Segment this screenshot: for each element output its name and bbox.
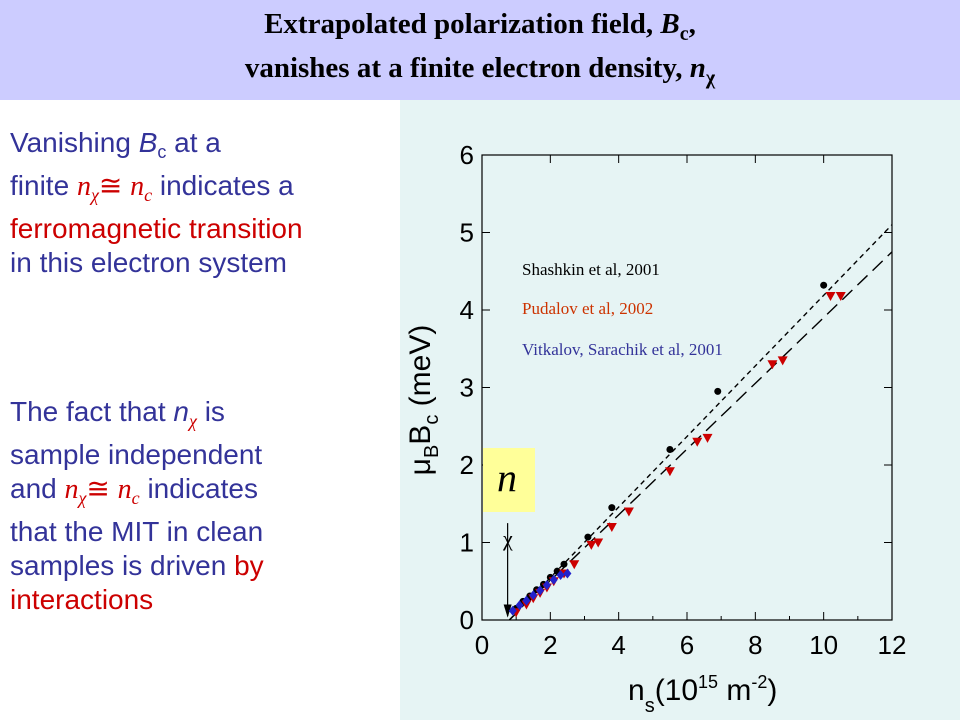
legend-pudalov: Pudalov et al, 2002 [522, 299, 654, 318]
plot-frame [481, 154, 893, 621]
n-chi-marker: n [483, 448, 535, 512]
y-tick-label: 3 [460, 373, 474, 403]
x-tick-label: 0 [475, 630, 489, 660]
x-tick-label: 2 [543, 630, 557, 660]
data-point-vitkalov [549, 574, 558, 585]
data-point-pudalov [606, 523, 617, 532]
data-point-shashkin [820, 281, 828, 289]
fit-line [508, 224, 893, 621]
chart-panel [400, 100, 960, 720]
fit-line [508, 251, 893, 621]
x-tick-label: 6 [680, 630, 694, 660]
data-point-pudalov [692, 437, 703, 447]
x-tick-label: 12 [878, 630, 907, 660]
x-tick-label: 10 [809, 630, 838, 660]
data-point-vitkalov [542, 580, 551, 591]
data-point-pudalov [623, 507, 634, 517]
data-point-pudalov [835, 292, 846, 302]
data-point-pudalov [825, 292, 836, 302]
data-point-vitkalov [563, 568, 572, 579]
data-point-vitkalov [508, 605, 517, 616]
title-line-1: Extrapolated polarization field, Bc, [264, 8, 696, 45]
y-tick-label: 4 [460, 295, 474, 325]
data-point-pudalov [767, 360, 778, 370]
data-point-shashkin [560, 560, 568, 568]
data-point-vitkalov [529, 590, 538, 601]
data-point-vitkalov [536, 585, 545, 596]
data-point-pudalov [569, 560, 580, 570]
data-point-shashkin [584, 533, 592, 541]
nchi-arrow-head [503, 604, 512, 618]
data-point-pudalov [664, 467, 675, 477]
legend-shashkin: Shashkin et al, 2001 [522, 260, 660, 279]
data-point-vitkalov [522, 595, 531, 606]
title-line-2: vanishes at a finite electron density, n… [244, 52, 716, 89]
x-tick-label: 8 [748, 630, 762, 660]
data-point-vitkalov [515, 600, 524, 611]
data-point-shashkin [714, 387, 722, 395]
x-axis-label: ns(1015 m-2) [628, 672, 778, 717]
title-banner: Extrapolated polarization field, Bc, van… [0, 0, 960, 100]
chi-label: χ [503, 526, 513, 551]
legend-vitkalov: Vitkalov, Sarachik et al, 2001 [522, 340, 723, 359]
data-point-vitkalov [556, 570, 565, 581]
data-point-pudalov [777, 356, 788, 366]
data-point-shashkin [666, 446, 674, 453]
y-tick-label: 2 [460, 450, 474, 480]
paragraph-mit: The fact that nχ is sample independent a… [10, 396, 264, 615]
data-point-pudalov [586, 540, 597, 550]
y-axis-label: μBBc (meV) [404, 324, 443, 476]
y-tick-label: 0 [460, 605, 474, 635]
paragraph-ferromagnetic: Vanishing Bc at a finite nχ≅ nc indicate… [10, 127, 303, 278]
y-tick-label: 6 [460, 140, 474, 170]
data-point-pudalov [593, 538, 604, 548]
x-tick-label: 4 [611, 630, 625, 660]
y-tick-label: 1 [460, 528, 474, 558]
y-tick-label: 5 [460, 218, 474, 248]
data-point-pudalov [702, 433, 713, 443]
data-point-shashkin [608, 504, 616, 512]
